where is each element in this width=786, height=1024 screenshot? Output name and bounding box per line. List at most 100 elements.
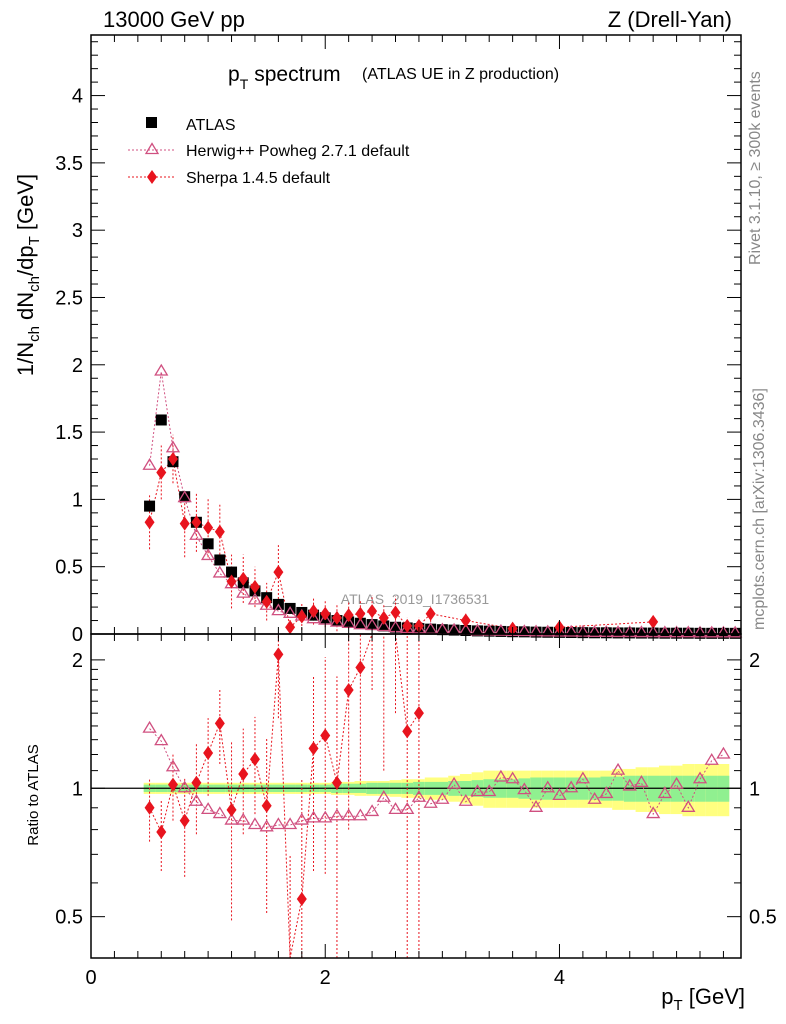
- herwig-ratio-point: [259, 819, 274, 832]
- atlas-point: [612, 627, 624, 639]
- atlas-point: [202, 538, 214, 550]
- main-panel-watermark: ATLAS_2019_I1736531: [341, 591, 490, 607]
- sherpa-ratio-point: [203, 745, 214, 760]
- herwig-point: [306, 611, 321, 624]
- main-y-tick-label: 3: [72, 220, 83, 242]
- legend-marker-sherpa: [147, 170, 157, 184]
- x-axis-label: pT [GeV]: [661, 984, 745, 1014]
- herwig-point: [540, 624, 555, 637]
- sherpa-ratio-point: [355, 660, 366, 675]
- atlas-point: [366, 619, 378, 631]
- herwig-ratio-point: [692, 771, 708, 784]
- herwig-ratio-point: [376, 790, 391, 802]
- sherpa-ratio-point: [402, 724, 413, 739]
- ylabel-part-b: dN: [13, 292, 38, 326]
- sherpa-point: [402, 618, 413, 633]
- herwig-point: [142, 457, 157, 470]
- herwig-ratio-point: [552, 788, 567, 800]
- herwig-point: [493, 623, 509, 636]
- herwig-ratio-point: [704, 753, 719, 765]
- herwig-ratio-point: [200, 802, 216, 815]
- herwig-ratio-point: [154, 733, 169, 746]
- herwig-ratio-point: [224, 812, 239, 825]
- x-tick-label: 4: [554, 967, 565, 989]
- herwig-point: [376, 619, 391, 632]
- atlas-point: [425, 623, 437, 635]
- herwig-ratio-point: [282, 817, 298, 830]
- legend-marker-herwig: [144, 142, 160, 155]
- herwig-ratio-point: [587, 791, 602, 804]
- plot-title-sub: T: [240, 76, 249, 92]
- plot-title: pT spectrum: [228, 63, 341, 92]
- herwig-point: [200, 548, 216, 561]
- legend-label-atlas: ATLAS: [186, 117, 236, 134]
- herwig-ratio-point: [271, 817, 286, 830]
- legend-label-herwig: Herwig++ Powheg 2.7.1 default: [186, 143, 410, 160]
- ratio-y-tick-label-right: 2: [749, 650, 760, 672]
- ylabel-sub-c: T: [26, 236, 43, 245]
- herwig-ratio-point: [646, 806, 661, 819]
- herwig-point: [177, 490, 192, 503]
- ratio-y-tick-label-left: 1: [72, 778, 83, 800]
- herwig-ratio-line: [149, 728, 724, 828]
- sherpa-point: [331, 610, 342, 625]
- ratio-y-tick-label-right: 0.5: [749, 907, 777, 929]
- herwig-point: [282, 606, 298, 618]
- ratio-y-axis-label: Ratio to ATLAS: [25, 744, 42, 845]
- sherpa-point: [425, 606, 436, 621]
- atlas-point: [542, 626, 554, 638]
- herwig-point: [236, 585, 251, 598]
- sherpa-point: [355, 606, 366, 621]
- analysis-watermark: ATLAS_2019_I1736531: [341, 591, 490, 607]
- sherpa-ratio-point: [296, 892, 307, 907]
- herwig-ratio-point: [657, 786, 673, 799]
- main-y-tick-label: 1: [72, 489, 83, 511]
- sherpa-point: [320, 606, 331, 621]
- atlas-point: [471, 625, 483, 637]
- atlas-point: [155, 414, 167, 426]
- herwig-ratio-point: [294, 812, 309, 825]
- ratio-panel-tick-labels: 0.5 0.5 1 1 2 2 0 2 4: [55, 650, 777, 989]
- sherpa-point: [191, 515, 202, 530]
- herwig-point: [154, 363, 169, 376]
- ylabel-sub-b: ch: [26, 276, 43, 292]
- xlabel-part-a: p: [661, 984, 673, 1009]
- atlas-point: [682, 627, 694, 639]
- atlas-point: [354, 617, 366, 629]
- herwig-ratio-point: [470, 784, 485, 797]
- herwig-point: [727, 625, 743, 638]
- sherpa-point: [203, 520, 214, 535]
- herwig-ratio-point: [610, 762, 626, 775]
- sherpa-point: [460, 613, 471, 628]
- xlabel-sub: T: [673, 997, 682, 1014]
- herwig-ratio-point: [318, 810, 333, 823]
- herwig-point: [657, 625, 673, 638]
- herwig-ratio-point: [634, 775, 649, 787]
- main-y-tick-label: 2: [72, 355, 83, 377]
- sherpa-ratio-point: [308, 741, 319, 756]
- legend-label-sherpa: Sherpa 1.4.5 default: [186, 170, 331, 187]
- sherpa-point: [261, 594, 272, 609]
- herwig-point: [247, 592, 263, 605]
- ratio-y-tick-label-right: 1: [749, 778, 760, 800]
- sherpa-ratio-point: [214, 716, 225, 731]
- sherpa-point: [238, 571, 249, 586]
- herwig-ratio-point: [458, 793, 473, 806]
- herwig-ratio-point: [482, 784, 497, 797]
- sherpa-point: [648, 614, 659, 629]
- sherpa-ratio-point: [179, 813, 190, 828]
- herwig-ratio-point: [411, 790, 427, 802]
- main-y-tick-label: 0.5: [55, 557, 83, 579]
- plot-subtitle: (ATLAS UE in Z production): [362, 66, 559, 83]
- sherpa-point: [378, 610, 389, 625]
- sherpa-point: [285, 620, 296, 635]
- herwig-ratio-point: [446, 776, 462, 789]
- sherpa-point: [249, 579, 260, 594]
- herwig-point: [470, 623, 485, 636]
- herwig-ratio-point: [142, 720, 157, 733]
- sherpa-ratio-point: [413, 706, 424, 721]
- ylabel-part-c: /dp: [13, 245, 38, 276]
- herwig-ratio-point: [575, 771, 591, 784]
- ylabel-part-d: [GeV]: [13, 174, 38, 236]
- sherpa-point: [390, 605, 401, 620]
